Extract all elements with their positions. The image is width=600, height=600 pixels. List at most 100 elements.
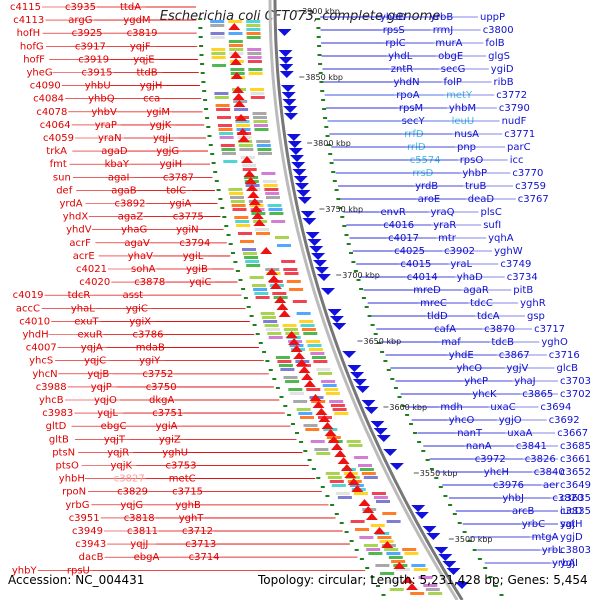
gene-label: c3716 (549, 350, 580, 361)
gene-label: c3818 (124, 513, 155, 524)
gene-label: ygiD (491, 64, 514, 75)
gene-label: c4078 (36, 107, 67, 118)
reverse-strand-feature (265, 268, 278, 275)
reverse-strand-feature (232, 86, 244, 93)
gene-label: ygiA (170, 199, 192, 210)
content-band-segment (376, 500, 390, 503)
content-band-segment (242, 168, 257, 171)
content-band-segment (266, 196, 280, 199)
gene-label: yhbY (12, 565, 38, 576)
tick-mark (380, 351, 385, 353)
tick-mark (330, 504, 335, 506)
tick-mark (208, 144, 213, 146)
gene-label: c3983 (42, 408, 73, 419)
gene-label: yhaV (128, 251, 153, 262)
reverse-strand-feature (295, 359, 308, 366)
content-band-segment (232, 208, 247, 211)
tick-mark (329, 162, 334, 164)
position-tick-label: 3800 kbp (313, 139, 351, 148)
content-band-segment (250, 92, 265, 95)
gene-label: ygiM (146, 107, 170, 118)
tick-mark (462, 531, 467, 533)
tick-mark (262, 351, 267, 353)
content-band-segment (217, 116, 231, 119)
gene-label: c5574 (410, 155, 441, 166)
gene-label: c3667 (557, 428, 588, 439)
topology-label: Topology: circular; Length: 5,231,428 bp… (258, 573, 588, 587)
gene-label: c4010 (19, 316, 50, 327)
reverse-strand-feature (253, 219, 266, 226)
reverse-strand-feature (229, 51, 242, 58)
tick-mark (311, 468, 316, 470)
tick-mark (346, 243, 351, 245)
tick-mark (318, 63, 323, 65)
content-band-segment (268, 208, 283, 211)
content-band-segment (410, 592, 425, 595)
gene-label: mtgA (532, 532, 559, 543)
forward-strand-feature (281, 92, 296, 99)
reverse-strand-feature (334, 450, 347, 457)
content-band-segment (248, 72, 263, 75)
gene-label: exuR (78, 330, 103, 341)
tick-mark (246, 306, 251, 308)
forward-strand-feature (279, 64, 294, 71)
tick-mark (317, 45, 322, 47)
gene-label: c4064 (40, 120, 71, 131)
content-band-segment (331, 484, 346, 487)
content-band-segment (337, 496, 352, 499)
content-band-segment (284, 272, 299, 275)
forward-strand-feature (313, 260, 327, 267)
forward-strand-feature (438, 554, 453, 561)
gene-label: c3714 (189, 552, 220, 563)
content-band-segment (296, 408, 311, 411)
content-band-segment (402, 548, 417, 551)
tick-mark (231, 252, 235, 254)
tick-mark (448, 504, 453, 506)
gene-label: ygjK (150, 120, 172, 131)
content-band-segment (246, 264, 261, 267)
forward-strand-feature (286, 134, 301, 141)
gene-label: c3976 (493, 480, 524, 491)
tick-mark (370, 576, 375, 578)
tick-mark (331, 171, 336, 173)
content-band-segment (285, 380, 300, 383)
gene-label: yrdB (415, 181, 438, 192)
content-band-segment (222, 152, 236, 155)
reverse-strand-feature (337, 457, 350, 464)
forward-strand-feature (347, 365, 362, 372)
tick-mark (258, 342, 263, 344)
tick-mark (483, 567, 488, 569)
tick-mark (409, 423, 413, 425)
tick-mark (354, 549, 359, 551)
gene-label: secG (441, 64, 466, 75)
content-band-segment (303, 424, 318, 427)
gene-label: ygjI (560, 558, 578, 569)
gene-label: obgE (438, 51, 463, 62)
content-band-segment (282, 324, 297, 327)
content-band-segment (368, 552, 383, 555)
content-band-segment (322, 384, 337, 387)
content-band-segment (306, 388, 321, 391)
gene-label: c3661 (560, 454, 591, 465)
gene-label: yqjB (87, 369, 109, 380)
gene-label: nusA (454, 129, 479, 140)
content-band-segment (386, 520, 401, 523)
gene-label: ygiN (176, 225, 199, 236)
gene-label: c4115 (10, 2, 41, 13)
reverse-strand-feature (373, 527, 386, 534)
content-band-segment (280, 368, 295, 371)
content-band-segment (355, 528, 369, 531)
content-band-segment (262, 180, 277, 183)
gene-label: yrbA (552, 558, 575, 569)
reverse-strand-feature (331, 443, 343, 450)
gene-label: hofF (23, 54, 45, 65)
tick-mark (272, 378, 277, 380)
tick-mark (220, 207, 225, 209)
tick-mark (283, 405, 288, 407)
gene-label: nudF (502, 116, 527, 127)
content-band-segment (316, 452, 331, 455)
gene-label: yqjG (120, 500, 143, 511)
content-band-segment (250, 96, 265, 99)
content-band-segment (267, 332, 282, 335)
tick-mark (211, 162, 216, 164)
